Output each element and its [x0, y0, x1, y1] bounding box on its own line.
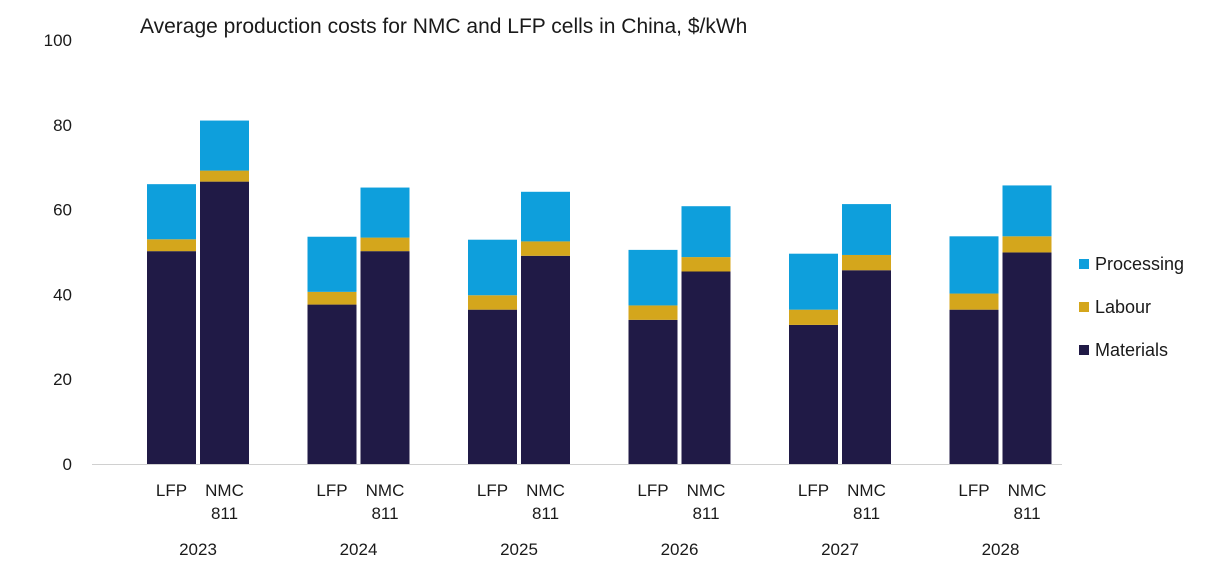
x-category-label: LFP — [958, 481, 989, 500]
bar-materials-2028-nmc811 — [1002, 252, 1052, 464]
x-category-label: LFP — [637, 481, 668, 500]
legend-swatch-materials — [1079, 345, 1089, 355]
bar-materials-2023-nmc811 — [200, 181, 249, 464]
bar-processing-2026-lfp — [628, 249, 678, 306]
bar-materials-2023-lfp — [147, 251, 196, 464]
legend-label-processing: Processing — [1095, 254, 1184, 274]
x-category-label-line2: 811 — [853, 504, 880, 523]
bar-materials-2026-nmc811 — [681, 271, 731, 464]
y-tick-label: 80 — [53, 116, 72, 135]
bar-processing-2028-nmc811 — [1002, 185, 1052, 237]
y-tick-label: 100 — [44, 31, 72, 50]
y-tick-label: 20 — [53, 370, 72, 389]
x-category-label: NMC — [687, 481, 726, 500]
x-category-label: LFP — [477, 481, 508, 500]
x-category-label: NMC — [1008, 481, 1047, 500]
bar-processing-2027-lfp — [789, 253, 838, 310]
bar-materials-2024-nmc811 — [360, 251, 410, 464]
bar-labour-2023-lfp — [147, 239, 196, 252]
x-category-label-line2: 811 — [371, 504, 398, 523]
x-group-label: 2028 — [982, 540, 1020, 559]
x-group-label: 2025 — [500, 540, 538, 559]
x-category-label: NMC — [366, 481, 405, 500]
bars — [147, 120, 1052, 464]
x-group-label: 2027 — [821, 540, 859, 559]
bar-materials-2028-lfp — [949, 309, 999, 464]
x-group-label: 2023 — [179, 540, 217, 559]
bar-labour-2027-lfp — [789, 309, 838, 325]
x-category-label: LFP — [316, 481, 347, 500]
chart-title: Average production costs for NMC and LFP… — [140, 15, 747, 38]
bar-processing-2024-lfp — [307, 236, 357, 292]
x-category-label: NMC — [526, 481, 565, 500]
bar-materials-2025-lfp — [468, 309, 517, 464]
y-tick-label: 60 — [53, 201, 72, 220]
bar-processing-2023-nmc811 — [200, 120, 249, 171]
legend-swatch-processing — [1079, 259, 1089, 269]
bar-materials-2024-lfp — [307, 304, 357, 464]
bar-processing-2025-nmc811 — [521, 191, 570, 242]
x-category-label-line2: 811 — [692, 504, 719, 523]
bar-labour-2026-nmc811 — [681, 257, 731, 272]
x-category-label: NMC — [847, 481, 886, 500]
x-category-label: LFP — [798, 481, 829, 500]
x-category-label-line2: 811 — [211, 504, 238, 523]
x-group-label: 2026 — [661, 540, 699, 559]
y-tick-label: 0 — [63, 455, 72, 474]
x-axis-labels: LFP NMC 811 2023 LFP NMC 811 2024 LFP NMC 811 2025 L… — [156, 481, 1046, 559]
legend-swatch-labour — [1079, 302, 1089, 312]
bar-labour-2024-nmc811 — [360, 237, 410, 252]
bar-labour-2028-lfp — [949, 293, 999, 310]
bar-processing-2028-lfp — [949, 236, 999, 294]
legend-label-materials: Materials — [1095, 340, 1168, 360]
x-category-label: NMC — [205, 481, 244, 500]
bar-labour-2024-lfp — [307, 291, 357, 305]
x-category-label-line2: 811 — [1013, 504, 1040, 523]
legend-label-labour: Labour — [1095, 297, 1151, 317]
bar-processing-2026-nmc811 — [681, 206, 731, 258]
bar-processing-2024-nmc811 — [360, 187, 410, 238]
bar-labour-2026-lfp — [628, 305, 678, 320]
bar-materials-2025-nmc811 — [521, 255, 570, 464]
bar-materials-2027-nmc811 — [842, 270, 891, 464]
bar-labour-2028-nmc811 — [1002, 236, 1052, 253]
y-axis: 0 20 40 60 80 100 — [44, 31, 72, 474]
bar-materials-2026-lfp — [628, 319, 678, 464]
x-category-label: LFP — [156, 481, 187, 500]
bar-labour-2023-nmc811 — [200, 170, 249, 182]
bar-labour-2025-nmc811 — [521, 241, 570, 256]
bar-labour-2027-nmc811 — [842, 254, 891, 271]
bar-processing-2025-lfp — [468, 239, 517, 296]
x-category-label-line2: 811 — [532, 504, 559, 523]
bar-materials-2027-lfp — [789, 324, 838, 464]
y-tick-label: 40 — [53, 285, 72, 304]
bar-processing-2023-lfp — [147, 184, 196, 240]
bar-labour-2025-lfp — [468, 295, 517, 310]
bar-processing-2027-nmc811 — [842, 204, 891, 255]
legend: Processing Labour Materials — [1079, 254, 1184, 360]
x-group-label: 2024 — [340, 540, 378, 559]
